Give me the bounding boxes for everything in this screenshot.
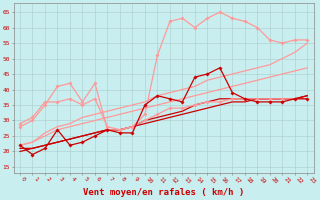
X-axis label: Vent moyen/en rafales ( km/h ): Vent moyen/en rafales ( km/h ) — [83, 188, 244, 197]
